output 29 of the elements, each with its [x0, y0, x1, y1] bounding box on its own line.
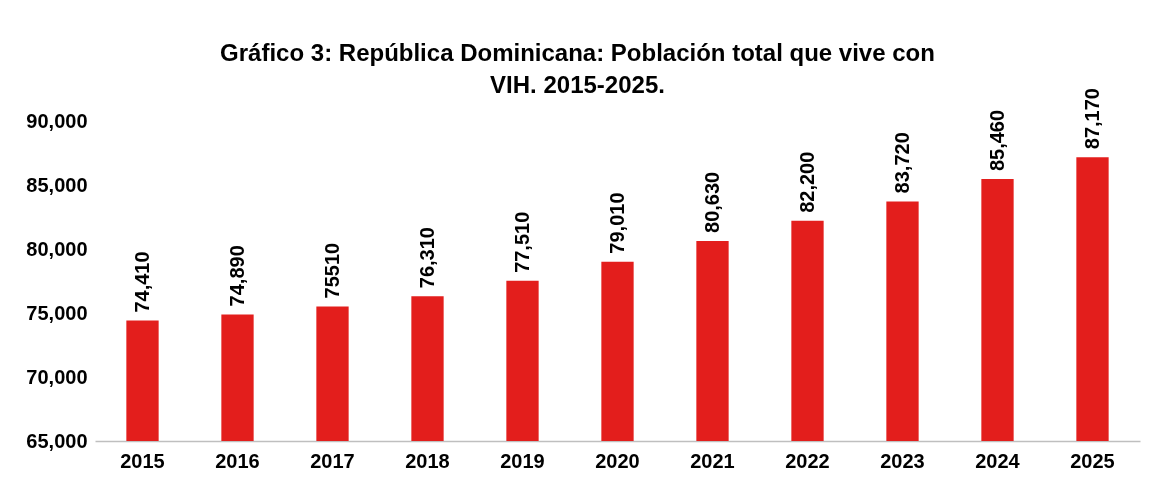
x-tick-label: 2017 — [310, 449, 355, 472]
data-label: 85,460 — [985, 109, 1008, 172]
y-tick-label: 65,000 — [26, 429, 88, 452]
x-tick-label: 2024 — [975, 449, 1021, 472]
y-tick-label: 90,000 — [26, 109, 88, 132]
x-tick-label: 2023 — [880, 449, 925, 472]
data-label: 74,410 — [130, 251, 153, 313]
data-label: 82,200 — [795, 151, 818, 213]
x-tick-label: 2018 — [405, 449, 450, 472]
y-tick-label: 75,000 — [26, 301, 88, 324]
chart-title: Gráfico 3: República Dominicana: Población total que vive con VIH. 2015-2025. — [220, 39, 935, 99]
x-tick-label: 2025 — [1070, 449, 1115, 472]
x-tick-label: 2022 — [785, 449, 830, 472]
data-label: 79,010 — [605, 192, 628, 254]
data-label: 77,510 — [510, 211, 533, 273]
y-tick-label: 85,000 — [26, 173, 88, 196]
y-tick-label: 80,000 — [26, 237, 88, 260]
data-label: 87,170 — [1080, 88, 1103, 150]
data-label: 74,890 — [225, 245, 248, 307]
data-label: 83,720 — [890, 132, 913, 194]
x-tick-label: 2016 — [215, 449, 260, 472]
y-tick-label: 70,000 — [26, 365, 88, 388]
data-label: 80,630 — [700, 171, 723, 233]
data-label: 75510 — [320, 242, 343, 299]
x-tick-label: 2015 — [120, 449, 165, 472]
data-label: 76,310 — [415, 227, 438, 289]
x-tick-label: 2021 — [690, 449, 735, 472]
x-tick-label: 2020 — [595, 449, 640, 472]
x-tick-label: 2019 — [500, 449, 545, 472]
